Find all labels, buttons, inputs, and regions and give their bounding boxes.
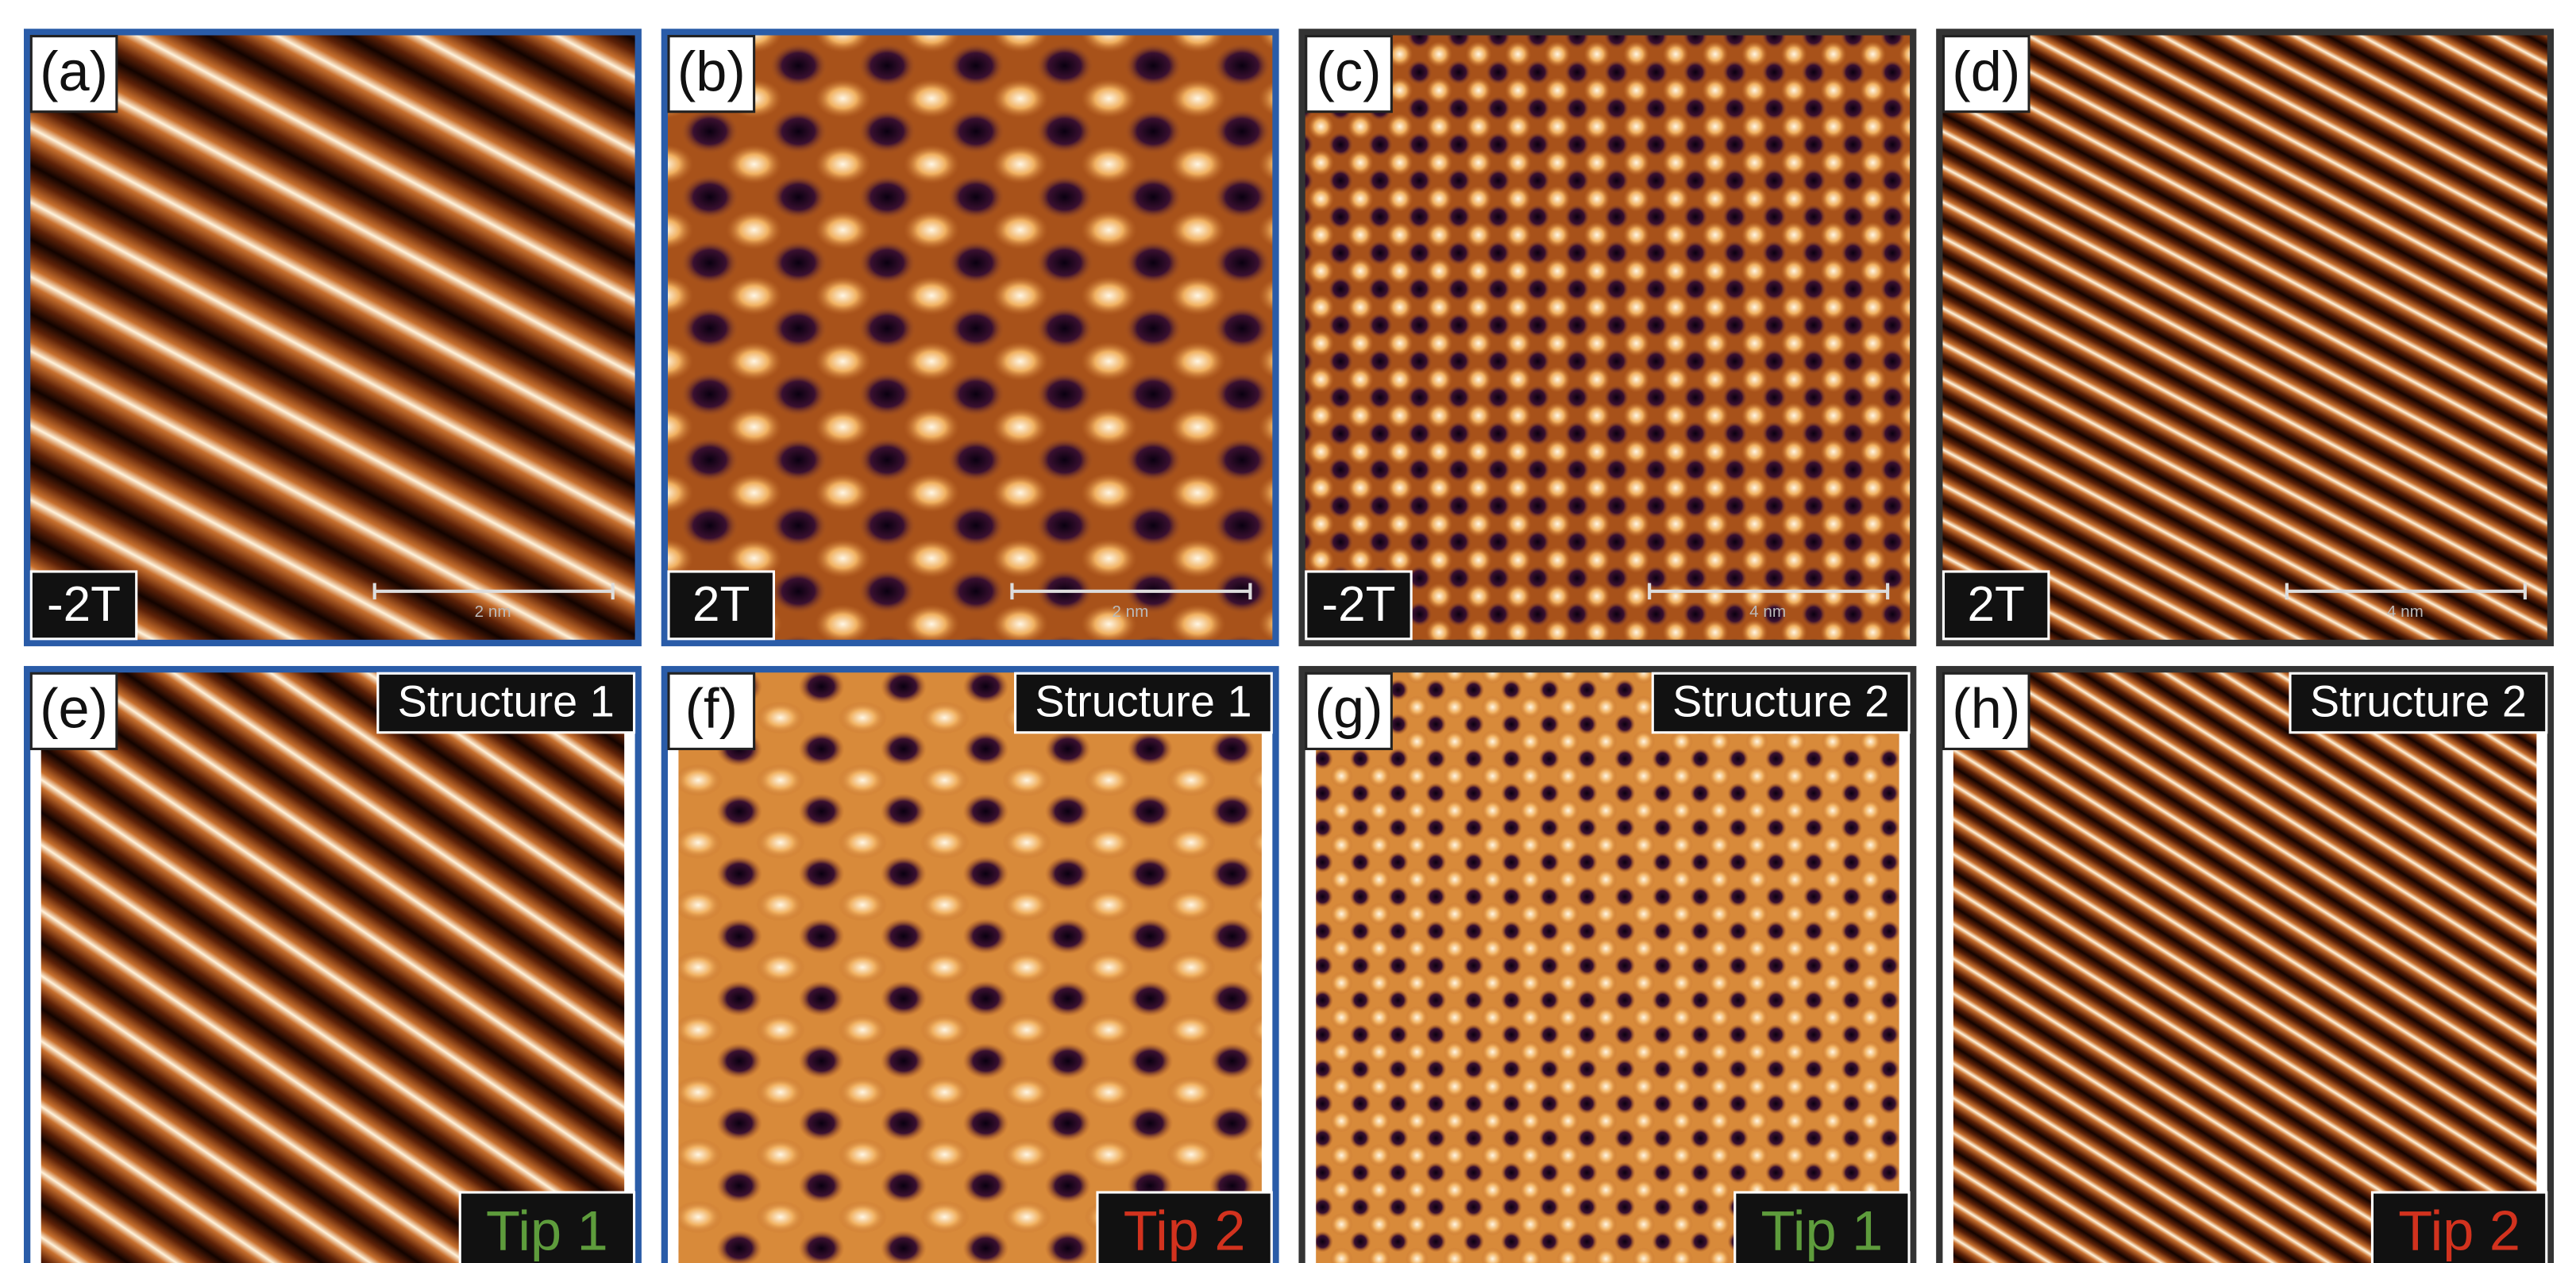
figure: (a) -2T 2 nm (b) 2T 2 nm (c) -2T 4 nm (d) 2T 4 nm (e… <box>0 0 2576 1263</box>
scale-bar-label: 4 nm <box>1749 603 1786 621</box>
panel-image <box>678 672 1261 1263</box>
panel-image <box>1942 34 2547 640</box>
tip-label: Tip 2 <box>1124 1199 1246 1261</box>
scale-bar-label: 4 nm <box>2387 603 2424 621</box>
panel: (d) 2T 4 nm <box>1939 32 2551 643</box>
field-label: -2T <box>47 577 121 632</box>
tip-label: Tip 2 <box>2398 1199 2520 1261</box>
panel-label: (d) <box>1952 40 2020 102</box>
tip-label: Tip 1 <box>1761 1199 1884 1261</box>
panel-label: (b) <box>677 40 746 102</box>
panel-image <box>29 34 635 640</box>
panel-label: (e) <box>40 676 108 739</box>
panel: (g) Structure 2 Tip 1 <box>1302 669 1914 1263</box>
panel-label: (f) <box>685 676 738 739</box>
structure-label: Structure 1 <box>1035 676 1251 726</box>
panel-image <box>1305 34 1911 640</box>
structure-label: Structure 1 <box>398 676 615 726</box>
panel: (f) Structure 1 Tip 2 <box>665 669 1276 1263</box>
field-label: -2T <box>1321 577 1395 632</box>
panel: (h) Structure 2 Tip 2 <box>1939 669 2551 1263</box>
panel-label: (a) <box>40 40 108 102</box>
panel-image <box>41 672 624 1263</box>
panel-label: (c) <box>1317 40 1382 102</box>
field-label: 2T <box>1967 577 2024 632</box>
field-label: 2T <box>692 577 750 632</box>
panel: (c) -2T 4 nm <box>1302 32 1914 643</box>
panel: (e) Structure 1 Tip 1 <box>27 669 638 1263</box>
panel: (a) -2T 2 nm <box>27 32 638 643</box>
panel: (b) 2T 2 nm <box>665 32 1276 643</box>
scale-bar-label: 2 nm <box>1112 603 1148 621</box>
structure-label: Structure 2 <box>2310 676 2527 726</box>
scale-bar-label: 2 nm <box>475 603 511 621</box>
panel-label: (h) <box>1952 676 2020 739</box>
page: (a) -2T 2 nm (b) 2T 2 nm (c) -2T 4 nm (d) 2T 4 nm (e… <box>0 0 2576 1263</box>
structure-label: Structure 2 <box>1672 676 1889 726</box>
tip-label: Tip 1 <box>486 1199 608 1261</box>
panel-image <box>1316 672 1899 1263</box>
panel-image <box>667 34 1273 640</box>
panel-label: (g) <box>1315 676 1383 739</box>
panel-image <box>1953 672 2536 1263</box>
